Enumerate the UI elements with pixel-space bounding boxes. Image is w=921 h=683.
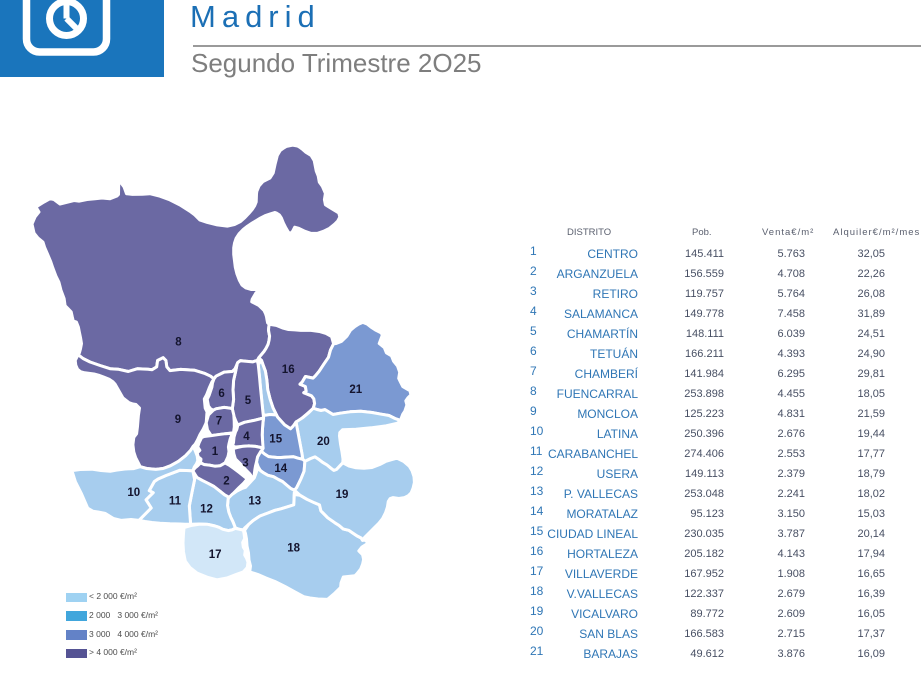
svg-text:13: 13: [248, 495, 261, 507]
svg-text:19: 19: [336, 489, 349, 501]
svg-text:7: 7: [216, 416, 222, 428]
svg-text:18: 18: [287, 543, 300, 555]
svg-text:3: 3: [242, 458, 248, 470]
svg-text:15: 15: [269, 434, 282, 446]
svg-text:5: 5: [245, 395, 252, 407]
svg-text:16: 16: [282, 364, 295, 376]
svg-text:6: 6: [218, 388, 224, 400]
svg-text:2: 2: [223, 476, 229, 488]
svg-text:11: 11: [169, 496, 182, 508]
svg-text:21: 21: [349, 384, 362, 396]
svg-text:4: 4: [243, 431, 250, 443]
svg-text:9: 9: [175, 414, 181, 426]
svg-text:20: 20: [317, 436, 330, 448]
svg-text:8: 8: [175, 337, 182, 349]
svg-text:1: 1: [212, 446, 219, 458]
svg-text:14: 14: [274, 463, 287, 475]
svg-text:12: 12: [200, 503, 213, 515]
svg-text:10: 10: [127, 487, 140, 499]
svg-text:17: 17: [209, 549, 222, 561]
